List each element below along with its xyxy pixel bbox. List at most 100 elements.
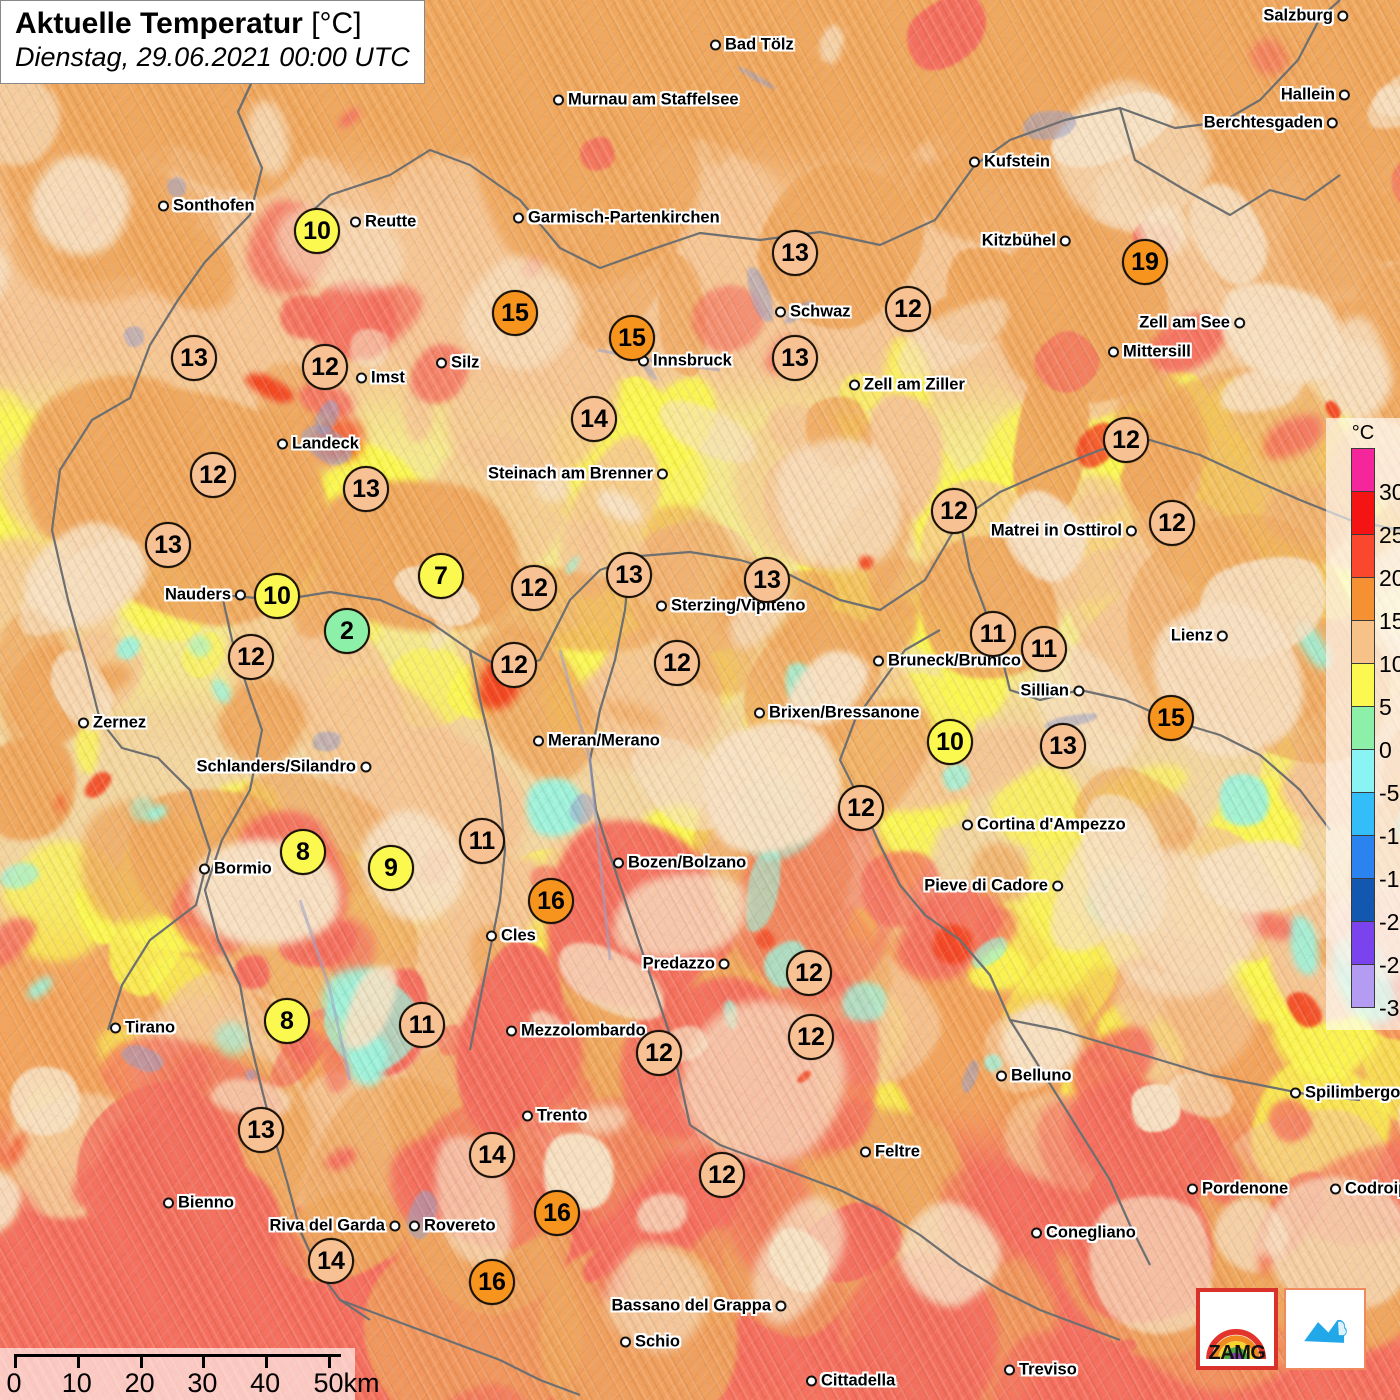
station-temperature-bubble[interactable]: 12 [786,950,832,996]
station-temperature-bubble[interactable]: 15 [492,290,538,336]
station-temperature-bubble[interactable]: 12 [931,488,977,534]
station-temperature-bubble[interactable]: 15 [609,315,655,361]
station-temperature-bubble[interactable]: 12 [699,1152,745,1198]
city-marker[interactable]: Feltre [860,1143,920,1162]
city-marker[interactable]: Bozen/Bolzano [613,854,746,873]
station-temperature-bubble[interactable]: 8 [280,829,326,875]
city-marker[interactable]: Zernez [78,714,146,733]
city-marker[interactable]: Belluno [996,1067,1072,1086]
station-temperature-bubble[interactable]: 14 [571,396,617,442]
city-marker[interactable]: Sterzing/Vipiteno [656,597,805,616]
city-marker[interactable]: Spilimbergo [1290,1084,1400,1103]
station-temperature-bubble[interactable]: 13 [238,1107,284,1153]
station-temperature-bubble[interactable]: 11 [399,1002,445,1048]
station-temperature-bubble[interactable]: 11 [970,611,1016,657]
city-marker[interactable]: Treviso [1004,1361,1077,1380]
station-temperature-bubble[interactable]: 7 [418,553,464,599]
city-marker[interactable]: Trento [522,1107,587,1126]
station-temperature-bubble[interactable]: 11 [1021,626,1067,672]
city-marker[interactable]: Salzburg [1263,7,1348,26]
station-temperature-bubble[interactable]: 13 [171,335,217,381]
city-marker[interactable]: Steinach am Brenner [488,465,668,484]
station-temperature-bubble[interactable]: 12 [1103,417,1149,463]
station-temperature-bubble[interactable]: 12 [1149,500,1195,546]
city-marker[interactable]: Conegliano [1031,1224,1136,1243]
city-marker[interactable]: Pieve di Cadore [924,877,1063,896]
station-temperature-bubble[interactable]: 14 [308,1238,354,1284]
city-marker[interactable]: Zell am Ziller [849,376,965,395]
city-marker[interactable]: Imst [356,369,405,388]
city-marker[interactable]: Cortina d'Ampezzo [962,816,1126,835]
city-marker[interactable]: Predazzo [643,955,730,974]
station-temperature-bubble[interactable]: 12 [190,452,236,498]
city-marker[interactable]: Lienz [1171,627,1228,646]
city-marker[interactable]: Bormio [199,860,272,879]
city-label: Imst [371,368,405,387]
city-marker[interactable]: Hallein [1281,86,1350,105]
zamg-logo[interactable]: ZAMG [1196,1288,1278,1370]
station-temperature-bubble[interactable]: 10 [294,208,340,254]
station-temperature-bubble[interactable]: 12 [636,1030,682,1076]
station-temperature-bubble[interactable]: 16 [469,1259,515,1305]
station-temperature-bubble[interactable]: 12 [302,344,348,390]
station-temperature-bubble[interactable]: 12 [654,640,700,686]
station-temperature-bubble[interactable]: 12 [228,634,274,680]
station-temperature-bubble[interactable]: 13 [1040,723,1086,769]
city-marker[interactable]: Bienno [163,1194,234,1213]
city-marker[interactable]: Silz [436,354,479,373]
station-temperature-bubble[interactable]: 13 [343,466,389,512]
city-marker[interactable]: Mezzolombardo [506,1022,646,1041]
station-temperature-bubble[interactable]: 11 [459,818,505,864]
city-marker[interactable]: Reutte [350,213,416,232]
city-marker[interactable]: Codroipo [1330,1180,1400,1199]
city-marker[interactable]: Cittadella [806,1372,895,1391]
city-marker[interactable]: Garmisch-Partenkirchen [513,209,720,228]
city-marker[interactable]: Kufstein [969,153,1050,172]
city-marker[interactable]: Matrei in Osttirol [991,522,1137,541]
city-marker[interactable]: Landeck [277,435,359,454]
station-temperature-bubble[interactable]: 10 [927,719,973,765]
city-marker[interactable]: Kitzbühel [982,232,1071,251]
city-marker[interactable]: Cles [486,927,536,946]
city-marker[interactable]: Sillian [1020,682,1084,701]
city-marker[interactable]: Nauders [165,586,246,605]
city-marker[interactable]: Rovereto [409,1217,496,1236]
station-temperature-bubble[interactable]: 12 [885,286,931,332]
city-marker[interactable]: Innsbruck [638,352,732,371]
station-temperature-bubble[interactable]: 16 [534,1190,580,1236]
station-temperature-bubble[interactable]: 12 [838,785,884,831]
city-marker[interactable]: Zell am See [1139,314,1245,333]
station-temperature-bubble[interactable]: 15 [1148,695,1194,741]
city-dot-icon [110,1022,121,1034]
station-temperature-bubble[interactable]: 16 [528,878,574,924]
city-marker[interactable]: Meran/Merano [533,732,660,751]
city-marker[interactable]: Bassano del Grappa [611,1297,786,1316]
city-marker[interactable]: Schwaz [775,303,851,322]
station-temperature-bubble[interactable]: 13 [145,522,191,568]
station-temperature-bubble[interactable]: 8 [264,998,310,1044]
station-temperature-bubble[interactable]: 13 [606,552,652,598]
station-temperature-bubble[interactable]: 13 [744,557,790,603]
station-temperature-bubble[interactable]: 2 [324,608,370,654]
city-marker[interactable]: Brixen/Bressanone [754,704,919,723]
station-temperature-bubble[interactable]: 12 [788,1014,834,1060]
city-marker[interactable]: Bad Tölz [710,36,794,55]
city-marker[interactable]: Berchtesgaden [1204,114,1338,133]
station-temperature-bubble[interactable]: 13 [772,335,818,381]
station-temperature-bubble[interactable]: 9 [368,845,414,891]
station-temperature-bubble[interactable]: 12 [511,565,557,611]
city-marker[interactable]: Mittersill [1108,343,1191,362]
station-temperature-bubble[interactable]: 10 [254,573,300,619]
station-temperature-bubble[interactable]: 13 [772,230,818,276]
city-marker[interactable]: Pordenone [1187,1180,1288,1199]
city-marker[interactable]: Tirano [110,1019,175,1038]
city-marker[interactable]: Schlanders/Silandro [196,758,371,777]
station-temperature-bubble[interactable]: 12 [491,642,537,688]
city-marker[interactable]: Murnau am Staffelsee [553,91,739,110]
city-marker[interactable]: Riva del Garda [269,1217,400,1236]
city-marker[interactable]: Sonthofen [158,197,255,216]
city-marker[interactable]: Schio [620,1333,680,1352]
geosphere-logo[interactable] [1284,1288,1366,1370]
station-temperature-bubble[interactable]: 19 [1122,239,1168,285]
station-temperature-bubble[interactable]: 14 [469,1132,515,1178]
